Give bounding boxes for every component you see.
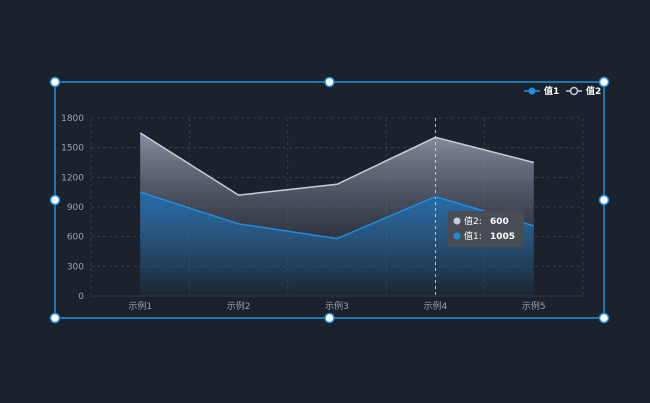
- y-tick-label-4: 1200: [61, 173, 84, 183]
- resize-handle-4[interactable]: [324, 312, 335, 324]
- tooltip-label-series-2: 值2:: [464, 215, 482, 227]
- legend-label-series-2: 值2: [586, 85, 601, 97]
- tooltip: 值2: 600 值1: 1005: [448, 211, 524, 247]
- resize-handle-2[interactable]: [49, 312, 61, 324]
- x-axis-ticks: 示例1 示例2 示例3 示例4 示例5: [128, 300, 545, 312]
- resize-handle-3[interactable]: [324, 76, 335, 88]
- tooltip-marker-series-2: [453, 217, 461, 225]
- resize-handle-5[interactable]: [598, 76, 610, 88]
- legend-marker-series-1: [528, 87, 536, 95]
- line-series: [139, 132, 535, 240]
- y-tick-label-6: 1800: [61, 114, 84, 124]
- x-tick-label-3: 示例4: [424, 300, 448, 312]
- resize-handle-6[interactable]: [598, 194, 610, 206]
- resize-handles[interactable]: [49, 76, 610, 324]
- y-tick-label-2: 600: [67, 233, 84, 243]
- tooltip-marker-series-1: [453, 232, 461, 240]
- tooltip-value-series-1: 1005: [490, 232, 515, 242]
- y-tick-label-0: 0: [78, 292, 84, 302]
- legend-label-series-1: 值1: [544, 85, 559, 97]
- legend-marker-series-2: [569, 86, 579, 96]
- legend-item-series-2[interactable]: 值2: [566, 85, 601, 97]
- tooltip-value-series-2: 600: [490, 217, 509, 227]
- y-tick-label-3: 900: [67, 203, 84, 213]
- line-series-1: [139, 191, 535, 240]
- x-tick-label-4: 示例5: [522, 300, 546, 312]
- legend-item-series-1[interactable]: 值1: [524, 85, 559, 97]
- resize-handle-0[interactable]: [49, 76, 61, 88]
- resize-handle-1[interactable]: [49, 194, 61, 206]
- y-tick-label-5: 1500: [61, 144, 84, 154]
- tooltip-label-series-1: 值1:: [464, 230, 482, 242]
- resize-handle-7[interactable]: [598, 312, 610, 324]
- x-tick-label-2: 示例3: [325, 300, 349, 312]
- y-axis-ticks: 0 300 600 900 1200 1500 1800: [61, 114, 84, 302]
- line-series-2: [139, 132, 534, 196]
- x-tick-label-0: 示例1: [128, 300, 152, 312]
- x-tick-label-1: 示例2: [227, 300, 251, 312]
- tooltip-box: [448, 211, 524, 247]
- legend: 值1 值2: [524, 85, 601, 97]
- y-tick-label-1: 300: [67, 262, 84, 272]
